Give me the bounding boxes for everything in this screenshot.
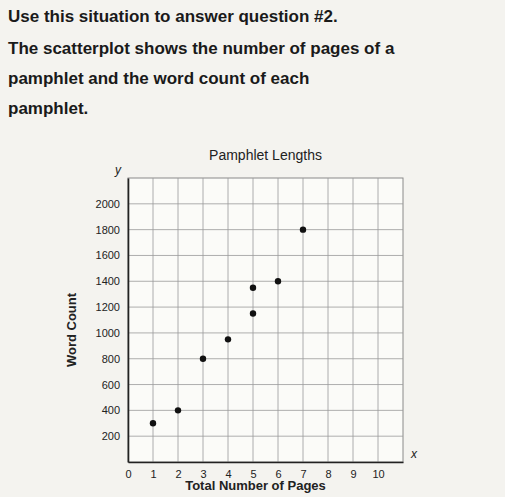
grid-line-y xyxy=(128,384,403,385)
y-tick: 800 xyxy=(102,353,128,365)
x-tick-label: 2 xyxy=(175,468,181,480)
x-tick: 0 xyxy=(125,462,131,480)
y-tick-label: 1400 xyxy=(96,275,120,287)
y-tick: 1400 xyxy=(96,275,128,287)
y-tick-label: 200 xyxy=(102,430,120,442)
x-tick: 10 xyxy=(372,462,384,480)
y-tick: 400 xyxy=(102,404,128,416)
situation-line: The scatterplot shows the number of page… xyxy=(8,39,395,58)
x-tick: 8 xyxy=(325,462,331,480)
grid-line-y xyxy=(128,358,403,359)
grid-line-y xyxy=(128,332,403,333)
y-tick-label: 1800 xyxy=(96,224,120,236)
grid-line-x xyxy=(128,178,129,462)
plot-frame xyxy=(128,178,403,462)
y-tick-label: 1000 xyxy=(96,327,120,339)
grid-line-y xyxy=(128,410,403,411)
grid-line-x xyxy=(203,178,204,462)
grid xyxy=(128,178,403,462)
x-tick-label: 0 xyxy=(125,468,131,480)
x-axis-label: Total Number of Pages xyxy=(185,478,326,493)
y-tick: 2000 xyxy=(96,198,128,210)
grid-line-x xyxy=(228,178,229,462)
y-axis-label: Word Count xyxy=(64,292,79,367)
grid-line-y xyxy=(128,229,403,230)
point xyxy=(250,310,256,316)
y-tick-label: 600 xyxy=(102,379,120,391)
x-tick: 1 xyxy=(150,462,156,480)
point xyxy=(300,226,306,232)
instruction: Use this situation to answer question #2… xyxy=(8,7,338,26)
y-axis: 200 400 600 800 1000 1200 1400 1600 1800 2000 xyxy=(96,179,129,463)
grid-line-x xyxy=(328,178,329,462)
grid-line-x xyxy=(378,178,379,462)
y-tick: 1000 xyxy=(96,327,128,339)
grid-line-x xyxy=(253,178,254,462)
x-tick-label: 9 xyxy=(350,468,356,480)
situation-line: pamphlet. xyxy=(8,99,88,118)
y-tick-label: 1200 xyxy=(96,301,120,313)
y-tick-label: 2000 xyxy=(96,198,120,210)
situation-line: pamphlet and the word count of each xyxy=(8,69,309,88)
y-tick-label: 800 xyxy=(102,353,120,365)
y-tick: 1800 xyxy=(96,224,128,236)
grid-line-x xyxy=(178,178,179,462)
x-tick: 2 xyxy=(175,462,181,480)
x-tick-label: 10 xyxy=(372,468,384,480)
grid-line-y xyxy=(128,307,403,308)
points xyxy=(150,226,306,426)
y-tick: 1600 xyxy=(96,249,128,261)
grid-line-y xyxy=(128,255,403,256)
y-tick-label: 400 xyxy=(102,404,120,416)
x-axis-line xyxy=(129,462,404,464)
grid-line-x xyxy=(278,178,279,462)
grid-line-y xyxy=(128,281,403,282)
y-axis-symbol: y xyxy=(114,163,122,177)
grid-line-x xyxy=(153,178,154,462)
y-axis-line xyxy=(128,179,130,463)
point xyxy=(225,336,231,342)
grid-line-x xyxy=(303,178,304,462)
point xyxy=(250,285,256,291)
x-axis-symbol: x xyxy=(410,447,418,461)
point xyxy=(175,407,181,413)
x-tick-label: 1 xyxy=(150,468,156,480)
point xyxy=(150,420,156,426)
x-tick-label: 8 xyxy=(325,468,331,480)
grid-line-y xyxy=(128,203,403,204)
y-tick: 200 xyxy=(102,430,128,442)
y-tick-label: 1600 xyxy=(96,249,120,261)
chart-title: Pamphlet Lengths xyxy=(209,147,322,163)
point xyxy=(275,278,281,284)
x-tick: 9 xyxy=(350,462,356,480)
y-tick: 1200 xyxy=(96,301,128,313)
grid-line-x xyxy=(353,178,354,462)
point xyxy=(200,356,206,362)
grid-line-y xyxy=(128,436,403,437)
y-tick: 600 xyxy=(102,379,128,391)
